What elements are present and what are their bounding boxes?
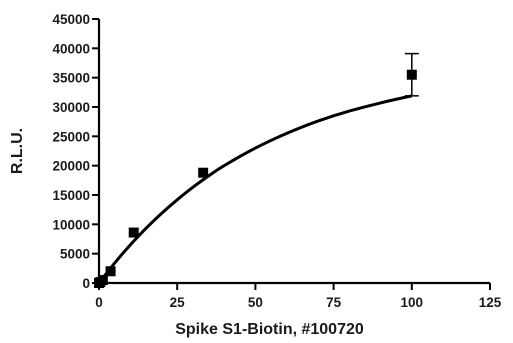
y-tick-label: 40000 [52,41,90,56]
data-points-group [94,52,419,288]
y-axis-title: R.L.U. [9,128,26,174]
y-tick-label: 25000 [52,129,90,144]
fit-curve-group [97,94,413,284]
x-tick-label: 25 [170,295,186,310]
y-tick-label: 15000 [52,188,90,203]
data-point [97,275,108,286]
x-tick-label: 125 [479,295,502,310]
x-tick-label: 100 [401,295,424,310]
x-tick-label: 50 [248,295,263,310]
data-point [198,167,209,178]
x-tick-label: 0 [95,295,103,310]
y-tick-label: 45000 [52,12,90,27]
y-tick-label: 20000 [52,159,90,174]
y-tick-label: 0 [82,276,90,291]
data-point [105,266,116,277]
x-tick-label: 75 [326,295,342,310]
x-axis-title: Spike S1-Biotin, #100720 [175,321,364,338]
data-point [128,227,139,238]
fit-curve [97,94,413,284]
y-tick-label: 5000 [60,247,90,262]
axes: 0 5000 10000 15000 20000 25000 30000 35000 40000… [52,12,501,310]
data-point [406,69,417,80]
y-tick-label: 35000 [52,71,90,86]
y-tick-label: 10000 [52,217,90,232]
y-tick-label: 30000 [52,100,90,115]
